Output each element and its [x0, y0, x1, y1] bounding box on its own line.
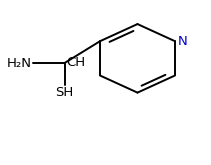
Text: SH: SH	[55, 86, 74, 99]
Text: N: N	[177, 35, 187, 48]
Text: CH: CH	[66, 56, 86, 69]
Text: H₂N: H₂N	[7, 57, 31, 69]
